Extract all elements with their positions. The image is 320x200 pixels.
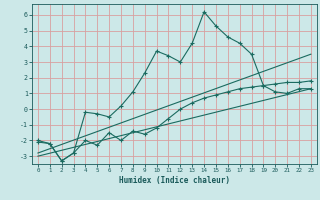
X-axis label: Humidex (Indice chaleur): Humidex (Indice chaleur): [119, 176, 230, 185]
